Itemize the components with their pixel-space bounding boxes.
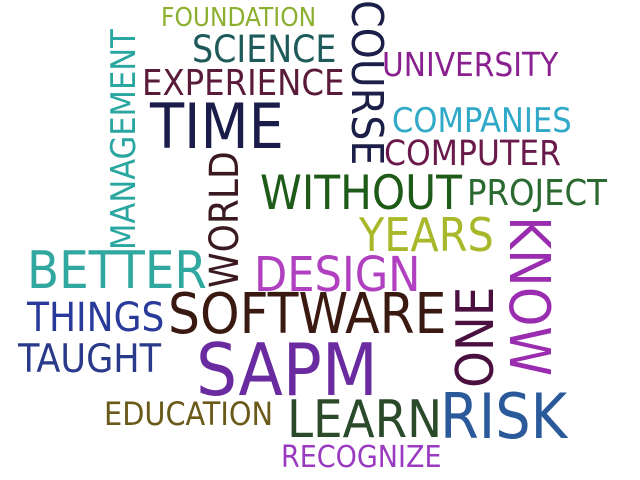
word-management: MANAGEMENT: [104, 29, 144, 250]
word-world: WORLD: [202, 151, 248, 288]
word-software: SOFTWARE: [168, 282, 447, 347]
word-taught: TAUGHT: [18, 337, 162, 382]
word-without: WITHOUT: [260, 166, 462, 221]
word-university: UNIVERSITY: [382, 45, 559, 84]
word-recognize: RECOGNIZE: [281, 440, 442, 475]
word-one: ONE: [446, 286, 506, 388]
word-foundation: FOUNDATION: [161, 3, 317, 33]
word-time: TIME: [150, 90, 284, 163]
word-project: PROJECT: [467, 173, 607, 214]
word-computer: COMPUTER: [384, 134, 561, 174]
word-education: EDUCATION: [104, 395, 273, 433]
word-companies: COMPANIES: [392, 101, 572, 141]
word-better: BETTER: [27, 241, 207, 301]
word-course: COURSE: [341, 0, 392, 166]
word-risk: RISK: [440, 380, 568, 453]
word-sapm: SAPM: [196, 328, 378, 412]
word-know: KNOW: [496, 216, 561, 377]
word-science: SCIENCE: [192, 28, 337, 71]
word-design: DESIGN: [254, 247, 421, 303]
word-experience: EXPERIENCE: [142, 63, 345, 104]
word-learn: LEARN: [287, 390, 443, 450]
word-years: YEARS: [359, 208, 494, 262]
word-things: THINGS: [27, 295, 165, 341]
